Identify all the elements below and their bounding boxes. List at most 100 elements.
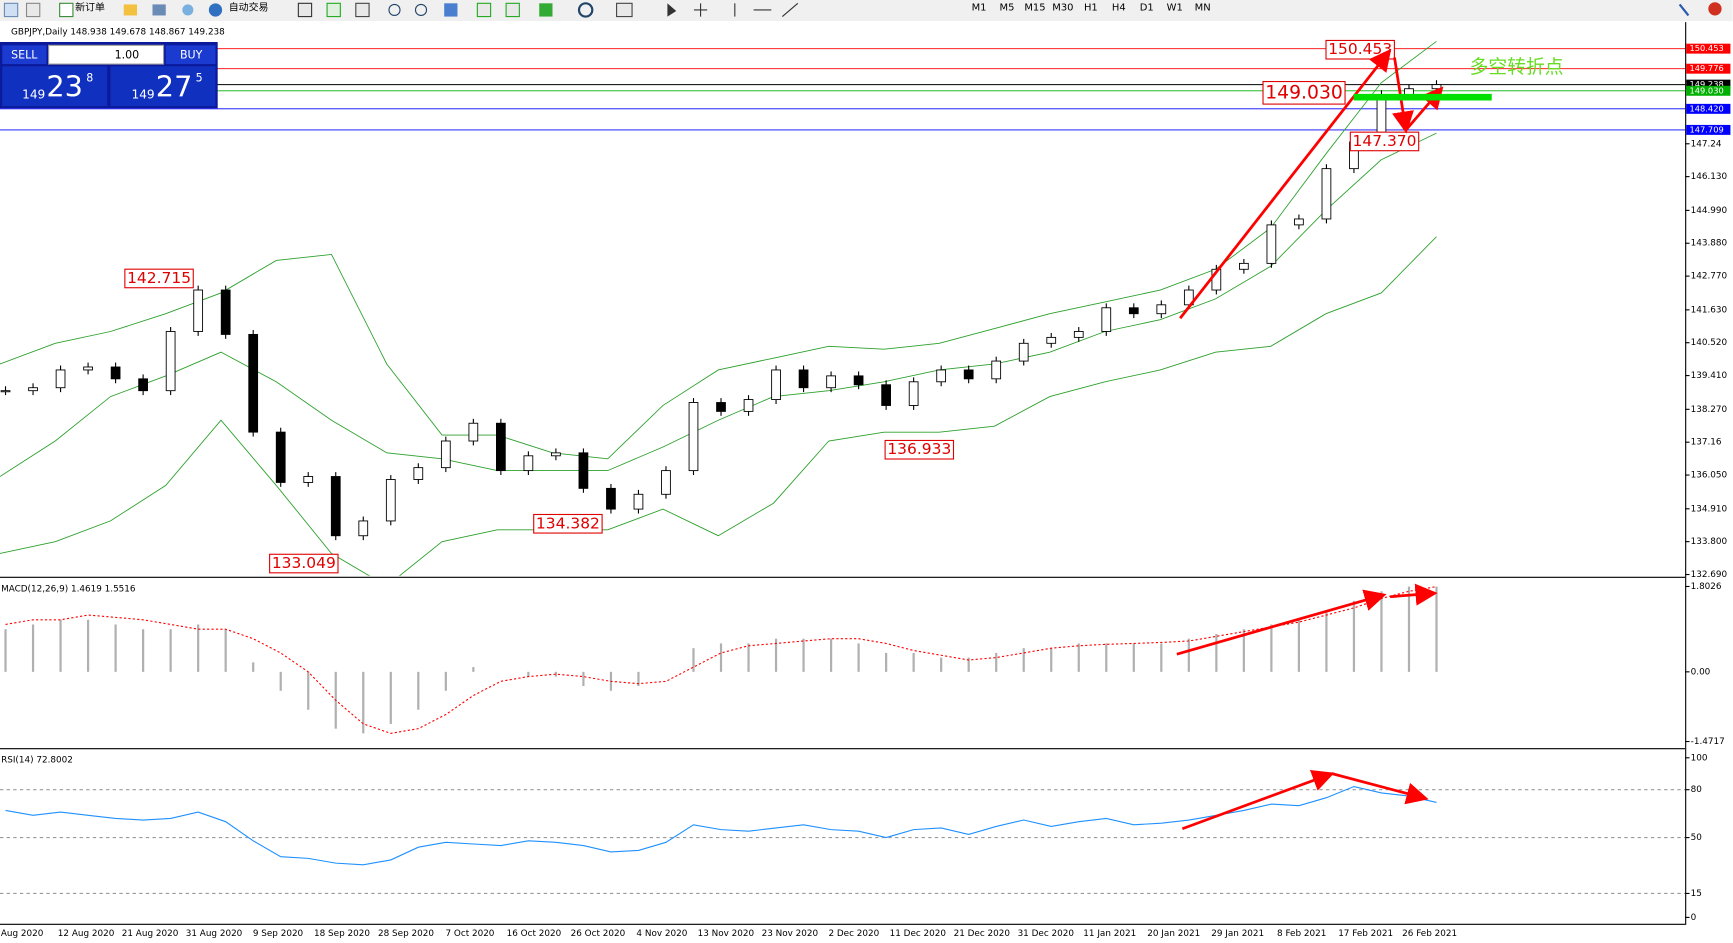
y-tick-label: 100: [1691, 753, 1708, 763]
candle: [633, 493, 644, 510]
price-tag-label: 150.453: [1690, 43, 1724, 53]
sell-button[interactable]: [2, 45, 47, 65]
candle: [165, 331, 176, 392]
macd-bar: [114, 624, 117, 672]
auto-trading-button[interactable]: 自动交易: [229, 1, 269, 14]
macd-bar: [1297, 619, 1301, 672]
timeframe-button[interactable]: M30: [1052, 3, 1073, 14]
annotation-box: [1262, 80, 1346, 105]
macd-bar: [1352, 600, 1356, 672]
timeframe-button[interactable]: M1: [972, 3, 987, 14]
candle: [193, 289, 204, 332]
candle: [1266, 224, 1277, 264]
timeframe-button[interactable]: D1: [1140, 3, 1154, 14]
candle: [716, 402, 726, 412]
candle: [1128, 307, 1139, 315]
macd-bar: [747, 643, 750, 672]
sell-label[interactable]: SELL: [11, 48, 38, 61]
macd-bar: [417, 671, 420, 710]
candle: [468, 422, 479, 442]
x-tick-label: 2 Dec 2020: [828, 929, 879, 939]
y-tick-label: 133.800: [1691, 537, 1728, 547]
macd-bar: [4, 629, 7, 672]
macd-bar: [1242, 629, 1245, 672]
candle: [991, 360, 1002, 380]
candle: [275, 431, 286, 483]
bollinger-band: [0, 40, 1437, 460]
macd-bar: [1132, 643, 1135, 672]
candle: [551, 452, 561, 457]
ask-pips: 27: [156, 69, 193, 103]
candle: [330, 476, 341, 537]
y-tick-label: 15: [1691, 889, 1702, 899]
candle: [1046, 336, 1057, 344]
y-tick-label: 0: [1691, 913, 1697, 923]
annotation-label: 142.715: [127, 269, 191, 287]
x-tick-label: 11 Dec 2020: [890, 929, 947, 939]
candle: [220, 289, 231, 335]
x-tick-label: 13 Nov 2020: [698, 929, 755, 939]
macd-bar: [252, 662, 255, 672]
macd-bar: [389, 671, 392, 724]
y-tick-label: 136.050: [1691, 471, 1728, 481]
macd-bar: [1380, 591, 1383, 672]
timeframe-button[interactable]: H4: [1112, 3, 1126, 14]
candle: [1183, 289, 1194, 306]
timeframe-button[interactable]: M5: [1000, 3, 1015, 14]
rsi-title: RSI(14) 72.8002: [1, 756, 73, 766]
timeframe-button[interactable]: M15: [1024, 3, 1045, 14]
candle: [0, 390, 11, 393]
y-tick-label: 139.410: [1691, 371, 1728, 381]
candle: [908, 381, 919, 406]
macd-bar: [1187, 638, 1190, 672]
candle: [413, 467, 424, 480]
y-tick-label: 143.880: [1691, 239, 1728, 249]
candle: [1431, 84, 1442, 90]
timeframe-button[interactable]: W1: [1167, 3, 1183, 14]
timeframe-button[interactable]: H1: [1084, 3, 1098, 14]
x-tick-label: 23 Nov 2020: [762, 929, 819, 939]
toolbar: [0, 0, 1733, 21]
annotation-box: [533, 513, 603, 534]
macd-bar: [1022, 648, 1025, 672]
price-tag-label: 149.030: [1690, 85, 1724, 95]
x-tick-label: 7 Oct 2020: [445, 929, 494, 939]
lot-size[interactable]: 1.00: [115, 48, 140, 61]
bid-big: 149: [22, 88, 45, 102]
annotation-label: 136.933: [887, 440, 951, 458]
x-tick-label: 21 Dec 2020: [954, 929, 1011, 939]
price-tag: [1686, 63, 1731, 74]
timeframe-button[interactable]: MN: [1195, 3, 1211, 14]
candle: [1239, 262, 1249, 270]
buy-label[interactable]: BUY: [180, 48, 203, 61]
macd-bar: [637, 671, 640, 687]
x-tick-label: 16 Oct 2020: [507, 929, 562, 939]
candle: [1073, 331, 1084, 338]
rsi-line: [5, 785, 1437, 866]
macd-bar: [444, 671, 447, 691]
new-order-button[interactable]: 新订单: [75, 1, 105, 14]
macd-bar: [1160, 643, 1163, 672]
x-tick-label: 21 Aug 2020: [122, 929, 179, 939]
y-tick-label: -1.4717: [1691, 737, 1725, 747]
lot-input[interactable]: [48, 44, 165, 65]
price-tag-label: 148.420: [1690, 103, 1724, 113]
bid-fraction: 8: [86, 71, 93, 84]
buy-button[interactable]: [165, 45, 216, 65]
macd-bar: [582, 671, 585, 687]
candle: [1321, 168, 1332, 220]
macd-bar: [1215, 633, 1218, 672]
candle: [110, 366, 121, 380]
y-tick-label: 144.990: [1691, 206, 1728, 216]
candle: [83, 366, 93, 371]
candle: [1018, 342, 1029, 362]
annotation-label: 147.370: [1353, 132, 1417, 150]
y-tick-label: 138.270: [1691, 405, 1728, 415]
y-tick-label: 80: [1691, 785, 1703, 795]
macd-bar: [554, 671, 558, 677]
y-tick-label: 141.630: [1691, 305, 1728, 315]
annotation-box: [269, 553, 339, 574]
candle: [55, 369, 66, 389]
y-tick-label: 147.24: [1691, 139, 1722, 149]
